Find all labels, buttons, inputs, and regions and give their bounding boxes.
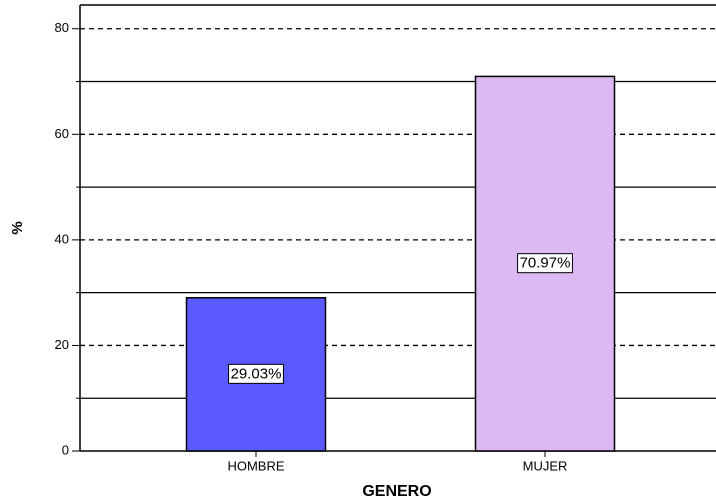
- value-label-box: [228, 363, 284, 384]
- y-axis-label: %: [9, 221, 26, 234]
- x-tick-label: MUJER: [523, 458, 568, 473]
- value-label-box: [517, 253, 573, 274]
- y-tick-label: 60: [55, 126, 69, 141]
- value-label: 29.03%: [231, 365, 282, 382]
- y-tick-label: 20: [55, 337, 69, 352]
- x-axis-label: GENERO: [362, 483, 431, 500]
- y-tick-label: 40: [55, 231, 69, 246]
- value-label: 70.97%: [520, 255, 571, 272]
- x-tick-label: HOMBRE: [227, 458, 284, 473]
- y-tick-label: 0: [62, 442, 69, 457]
- y-tick-label: 80: [55, 20, 69, 35]
